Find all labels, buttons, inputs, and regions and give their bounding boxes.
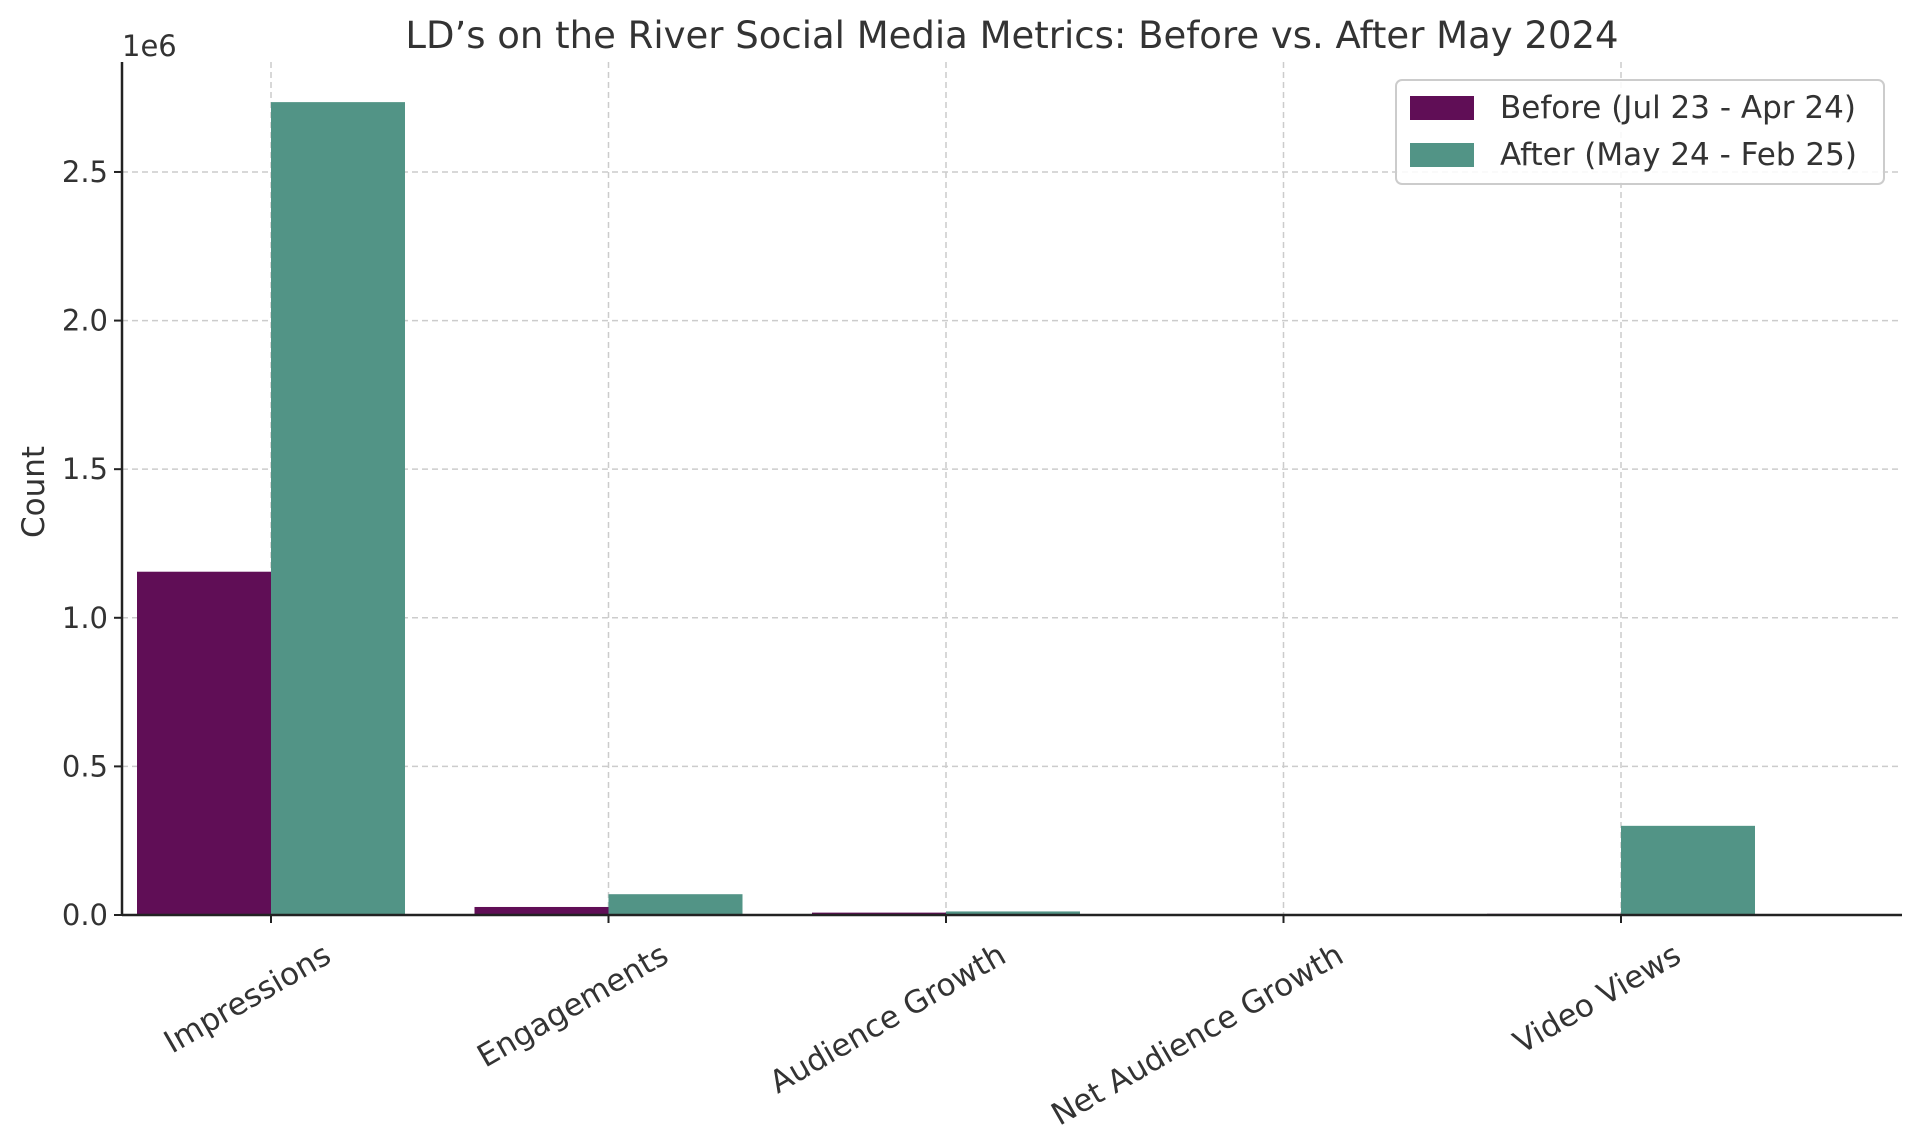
- x-tick-label: Audience Growth: [764, 937, 1012, 1101]
- bars: [137, 102, 1755, 915]
- bar-after-engagements: [608, 894, 743, 915]
- y-tick-label: 0.0: [62, 898, 108, 932]
- bar-before-impressions: [137, 571, 271, 915]
- legend: Before (Jul 23 - Apr 24) After (May 24 -…: [1395, 79, 1885, 185]
- legend-swatch-after: [1410, 143, 1474, 167]
- x-tick-label: Video Views: [1508, 937, 1687, 1061]
- y-axis-ticks: 0.0 0.5 1.0 1.5 2.0 2.5: [62, 155, 122, 932]
- legend-swatch-before: [1410, 96, 1474, 120]
- y-tick-label: 1.5: [62, 452, 108, 486]
- legend-label-before: Before (Jul 23 - Apr 24): [1500, 90, 1856, 126]
- axes: [120, 62, 1902, 917]
- bar-before-engagements: [474, 906, 609, 915]
- x-tick-label: Impressions: [158, 937, 337, 1061]
- y-tick-label: 1.0: [62, 601, 108, 635]
- bar-after-impressions: [271, 102, 405, 915]
- y-tick-label: 2.5: [62, 155, 108, 189]
- y-axis-exponent-label: 1e6: [122, 29, 177, 63]
- bar-after-video-views: [1621, 825, 1755, 915]
- y-tick-label: 0.5: [62, 749, 108, 783]
- x-tick-label: Engagements: [471, 937, 674, 1075]
- chart-title: LD’s on the River Social Media Metrics: …: [405, 14, 1618, 57]
- legend-frame: [1395, 79, 1885, 185]
- x-tick-label: Net Audience Growth: [1045, 937, 1349, 1133]
- x-axis-ticks: Impressions Engagements Audience Growth Net…: [158, 915, 1687, 1133]
- bar-after-audience-growth: [946, 911, 1080, 915]
- y-tick-label: 2.0: [62, 304, 108, 338]
- y-axis-label: Count: [16, 446, 52, 538]
- legend-label-after: After (May 24 - Feb 25): [1500, 137, 1857, 173]
